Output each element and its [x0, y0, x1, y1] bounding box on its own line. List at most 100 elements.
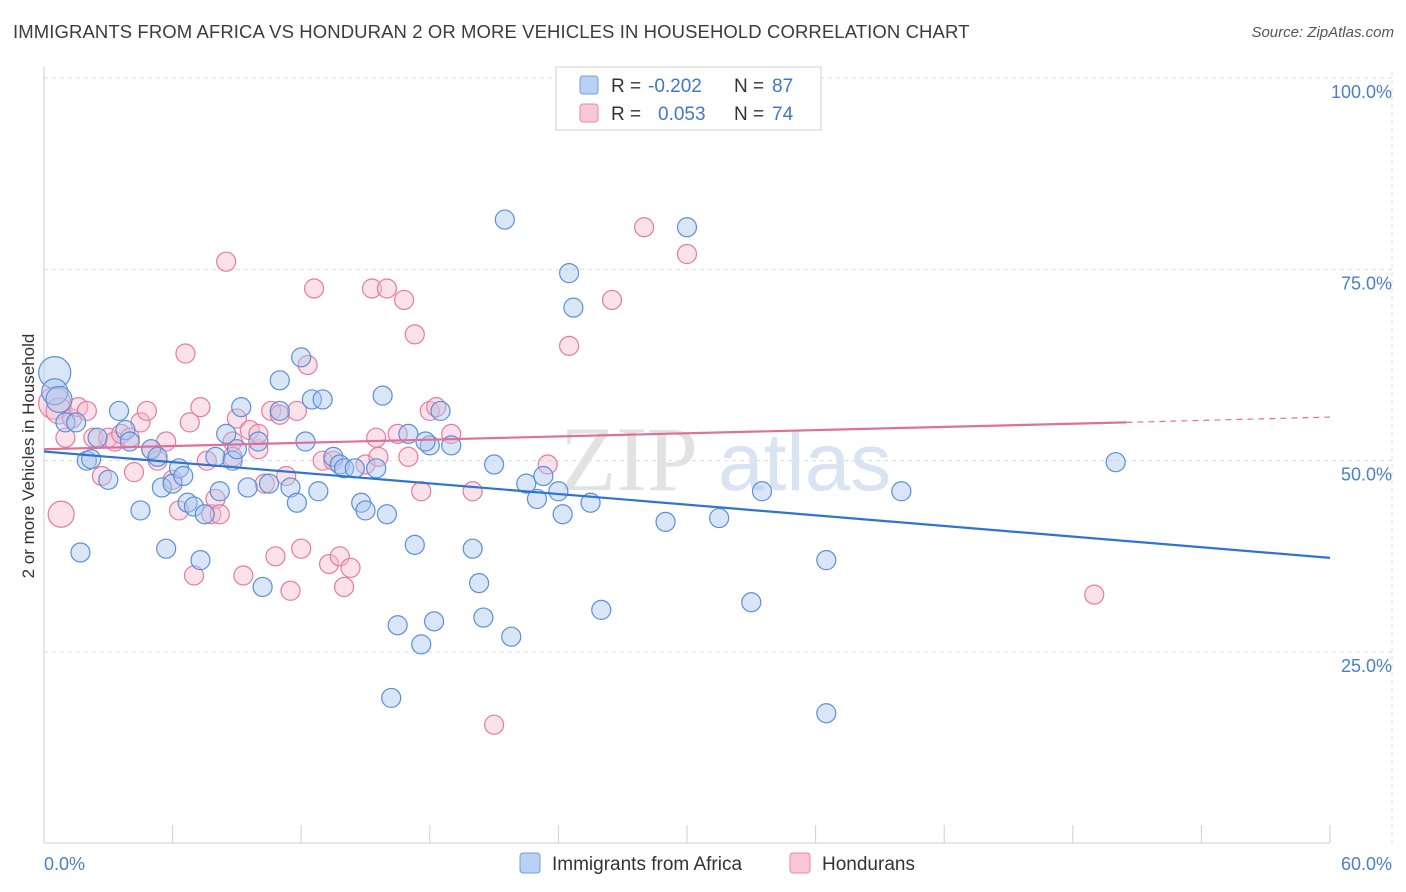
africa-point	[269, 370, 290, 391]
africa-point	[45, 385, 73, 414]
africa-point	[301, 389, 323, 410]
africa-point	[156, 538, 177, 559]
honduran-point	[254, 473, 275, 494]
honduran-point	[123, 462, 145, 483]
stats-blue-r-value: -0.202	[648, 76, 702, 97]
africa-point	[252, 576, 273, 598]
honduran-point	[366, 427, 387, 448]
africa-point	[87, 427, 108, 448]
honduran-point	[419, 400, 440, 422]
honduran-point	[676, 243, 698, 265]
africa-point	[387, 615, 408, 636]
africa-point	[462, 538, 483, 559]
honduran-point	[201, 504, 222, 525]
africa-point	[468, 573, 490, 594]
honduran-point	[361, 278, 383, 299]
honduran-point	[355, 454, 376, 475]
africa-point	[501, 626, 522, 647]
legend-pink-label: Hondurans	[822, 854, 915, 875]
africa-point	[173, 465, 194, 487]
africa-point	[151, 477, 172, 498]
africa-point	[190, 550, 211, 571]
africa-point	[423, 611, 445, 632]
series-africa-points	[38, 209, 1126, 724]
africa-point	[473, 607, 494, 628]
honduran-point	[136, 400, 157, 422]
honduran-point	[47, 500, 75, 528]
africa-point	[183, 496, 205, 517]
stats-pink-n-label: N =	[734, 104, 764, 125]
africa-point	[372, 385, 393, 406]
stats-pink-swatch	[579, 103, 599, 123]
honduran-point	[280, 580, 301, 601]
africa-point	[291, 347, 312, 368]
africa-point	[333, 458, 355, 479]
africa-point	[70, 542, 91, 563]
y-tick-label: 50.0%	[1341, 465, 1392, 485]
africa-point	[366, 458, 387, 479]
africa-point	[441, 435, 462, 456]
africa-point	[222, 450, 243, 471]
legend: Immigrants from Africa Hondurans	[519, 852, 915, 875]
africa-point	[563, 297, 584, 318]
honduran-point	[634, 217, 655, 238]
tick-labels: 25.0% 50.0% 75.0% 100.0% 0.0% 60.0%	[44, 82, 1392, 874]
africa-point	[98, 469, 119, 490]
honduran-point	[376, 278, 398, 299]
stats-box: R = -0.202 N = 87 R = 0.053 N = 74	[555, 66, 822, 131]
honduran-point	[398, 446, 419, 467]
africa-point	[484, 454, 505, 475]
trend-line-africa	[43, 450, 1331, 559]
africa-point	[130, 500, 151, 521]
honduran-point	[179, 412, 200, 433]
legend-blue-label: Immigrants from Africa	[552, 854, 742, 875]
y-tick-label: 100.0%	[1331, 82, 1392, 102]
honduran-point	[312, 450, 333, 471]
honduran-point	[190, 396, 211, 418]
africa-point	[115, 419, 136, 441]
honduran-point	[559, 335, 580, 356]
honduran-point	[291, 538, 312, 559]
legend-pink-swatch	[789, 852, 811, 874]
africa-point	[548, 481, 569, 502]
africa-point	[591, 599, 612, 621]
honduran-point	[168, 500, 190, 521]
honduran-point	[537, 454, 558, 475]
africa-point	[1105, 452, 1126, 473]
trend-line-hondurans-extension	[1126, 416, 1331, 423]
africa-point	[355, 500, 376, 521]
honduran-point	[411, 481, 432, 502]
stats-blue-r-label: R =	[611, 76, 641, 97]
series-hondurans-points	[38, 217, 1105, 735]
honduran-point	[226, 408, 247, 429]
africa-point	[411, 634, 432, 655]
africa-point	[676, 217, 698, 238]
gridlines	[44, 72, 1393, 843]
africa-point	[552, 504, 573, 525]
stats-pink-r-label: R =	[611, 104, 641, 125]
honduran-point	[265, 546, 286, 567]
africa-point	[286, 492, 308, 513]
honduran-point	[404, 324, 425, 345]
africa-point	[559, 263, 580, 284]
chart-title: IMMIGRANTS FROM AFRICA VS HONDURAN 2 OR …	[13, 21, 970, 42]
source-label: Source: ZipAtlas.com	[1251, 24, 1394, 41]
africa-point	[194, 504, 215, 525]
africa-point	[248, 431, 269, 452]
africa-point	[415, 431, 436, 452]
africa-point	[655, 511, 676, 532]
honduran-point	[1084, 584, 1105, 605]
africa-point	[280, 477, 301, 498]
honduran-point	[303, 278, 325, 299]
africa-point	[226, 439, 247, 460]
africa-point	[741, 592, 762, 613]
honduran-point	[318, 553, 340, 575]
stats-pink-r-value: 0.053	[658, 104, 706, 125]
africa-point	[162, 473, 183, 494]
africa-point	[516, 473, 537, 494]
africa-point	[751, 481, 773, 502]
honduran-point	[393, 289, 415, 311]
africa-point	[231, 396, 252, 418]
stats-blue-swatch	[579, 75, 599, 95]
x-tick-label: 60.0%	[1341, 854, 1392, 874]
